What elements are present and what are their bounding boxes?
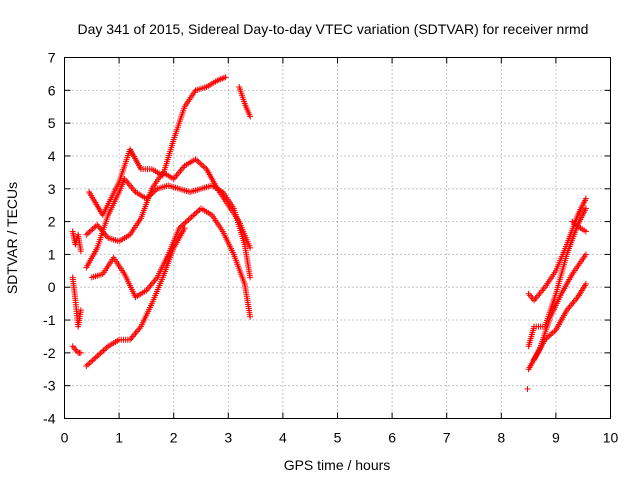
y-tick-label: 2 xyxy=(48,214,56,230)
axis-ticks xyxy=(64,57,611,419)
x-tick-label: 8 xyxy=(497,430,505,446)
data-point xyxy=(582,228,589,235)
data-point xyxy=(86,360,93,367)
tick-labels: 0 1 2 3 4 5 6 7 8 9 10 -4 -3 -2 -1 0 1 2 3 4 5 6 7 xyxy=(43,50,618,446)
data-point xyxy=(86,228,93,235)
data-point xyxy=(187,215,194,222)
data-point xyxy=(94,353,101,360)
data-points xyxy=(69,74,589,392)
x-tick-label: 3 xyxy=(224,430,232,446)
data-point xyxy=(222,74,229,81)
x-tick-label: 5 xyxy=(334,430,342,446)
data-point xyxy=(247,244,254,251)
data-point xyxy=(191,211,198,218)
y-tick-label: -1 xyxy=(43,312,56,328)
data-point xyxy=(88,358,95,365)
data-point xyxy=(183,218,190,225)
x-axis-label: GPS time / hours xyxy=(284,457,391,473)
data-point xyxy=(247,113,254,120)
x-tick-label: 9 xyxy=(552,430,560,446)
x-tick-label: 7 xyxy=(443,430,451,446)
data-point xyxy=(84,361,91,368)
x-tick-label: 2 xyxy=(170,430,178,446)
data-point xyxy=(88,227,95,234)
data-point xyxy=(582,205,589,212)
data-point xyxy=(197,160,204,167)
y-tick-label: -4 xyxy=(43,411,56,427)
data-point xyxy=(190,212,197,219)
data-point xyxy=(582,195,589,202)
data-point xyxy=(185,216,192,223)
data-point xyxy=(247,274,254,281)
data-point xyxy=(83,231,90,238)
y-tick-label: 0 xyxy=(48,279,56,295)
data-point xyxy=(582,280,589,287)
y-tick-label: 1 xyxy=(48,246,56,262)
data-point xyxy=(188,213,195,220)
grid xyxy=(64,57,611,419)
data-point xyxy=(524,385,531,392)
y-tick-label: 3 xyxy=(48,181,56,197)
data-point xyxy=(83,362,90,369)
data-point xyxy=(92,354,99,361)
data-point xyxy=(84,230,91,237)
x-tick-label: 6 xyxy=(388,430,396,446)
data-point xyxy=(194,157,201,164)
x-tick-label: 4 xyxy=(279,430,287,446)
y-tick-label: 4 xyxy=(48,148,56,164)
data-point xyxy=(98,348,105,355)
data-point xyxy=(582,251,589,258)
data-point xyxy=(91,355,98,362)
x-tick-label: 10 xyxy=(603,430,619,446)
y-tick-label: -3 xyxy=(43,378,56,394)
data-point xyxy=(198,161,205,168)
data-point xyxy=(77,248,84,255)
y-tick-label: 7 xyxy=(48,50,56,66)
x-tick-label: 1 xyxy=(115,430,123,446)
data-point xyxy=(549,329,556,336)
data-point xyxy=(200,163,207,170)
data-point xyxy=(247,313,254,320)
data-point xyxy=(89,357,96,364)
chart-title: Day 341 of 2015, Sidereal Day-to-day VTE… xyxy=(78,21,589,37)
y-tick-label: 6 xyxy=(48,82,56,98)
data-point xyxy=(77,349,84,356)
y-axis-label: SDTVAR / TECUs xyxy=(4,182,20,294)
data-point xyxy=(193,209,200,216)
data-point xyxy=(89,226,96,233)
data-point xyxy=(91,224,98,231)
y-tick-label: -2 xyxy=(43,345,56,361)
data-point xyxy=(180,220,187,227)
data-point xyxy=(181,225,188,232)
data-point xyxy=(182,219,189,226)
data-point xyxy=(548,331,555,338)
y-tick-label: 5 xyxy=(48,115,56,131)
data-point xyxy=(102,346,109,353)
data-point xyxy=(77,307,84,314)
data-point xyxy=(97,350,104,357)
x-tick-label: 0 xyxy=(61,430,69,446)
